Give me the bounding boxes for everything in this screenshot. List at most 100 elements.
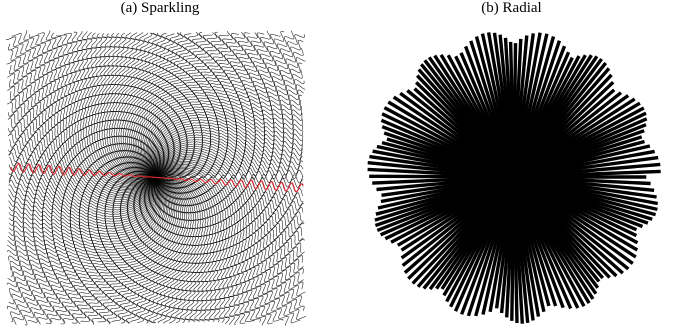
sparkling-line <box>154 39 304 178</box>
radial-stroke <box>513 169 661 179</box>
sparkling-line <box>111 33 156 178</box>
sparkling-line <box>154 176 261 323</box>
panel-sparkling: (a) Sparkling <box>0 0 320 328</box>
sparkling-line <box>9 176 156 322</box>
sparkling-highlight <box>10 162 304 193</box>
sparkling-line <box>50 176 156 323</box>
sparkling-line <box>154 138 304 178</box>
sparkling-line <box>8 176 156 262</box>
sparkling-line <box>154 176 306 320</box>
sparkling-line <box>8 176 156 217</box>
sparkling-line <box>154 176 304 290</box>
sparkling-line <box>154 128 304 178</box>
sparkling-line <box>130 32 156 178</box>
sparkling-line <box>8 176 156 212</box>
sparkling-line <box>5 36 156 178</box>
sparkling-line <box>28 34 156 178</box>
sparkling-line <box>154 176 186 323</box>
sparkling-line <box>7 114 156 178</box>
sparkling-line <box>81 31 156 178</box>
sparkling-line <box>154 32 170 178</box>
sparkling-line <box>154 33 192 178</box>
sparkling-line <box>154 176 240 326</box>
sparkling-line <box>7 86 156 178</box>
sparkling-line <box>154 176 181 324</box>
sparkling-line <box>125 32 156 178</box>
sparkling-line <box>154 32 258 178</box>
sparkling-line <box>9 133 156 178</box>
sparkling-line <box>9 139 156 178</box>
sparkling-diagram <box>5 30 306 326</box>
sparkling-line <box>9 176 156 271</box>
sparkling-line <box>154 94 303 178</box>
sparkling-line <box>154 176 235 326</box>
sparkling-line <box>8 176 156 202</box>
sparkling-line <box>7 176 156 256</box>
sparkling-line <box>154 32 250 178</box>
radial-diagram <box>367 32 661 324</box>
sparkling-line <box>154 31 222 178</box>
sparkling-line <box>154 34 214 178</box>
sparkling-line <box>7 176 156 246</box>
caption-radial: (b) Radial <box>481 0 542 16</box>
radial-lines <box>367 32 661 324</box>
sparkling-line <box>154 33 175 178</box>
sparkling-line <box>154 33 199 178</box>
sparkling-line <box>154 177 167 324</box>
sparkling-line <box>154 124 304 178</box>
sparkling-line <box>130 176 156 323</box>
sparkling-line <box>154 100 302 178</box>
sparkling-line <box>9 156 156 178</box>
sparkling-line <box>154 47 304 178</box>
sparkling-line <box>7 176 156 251</box>
sparkling-line <box>120 32 156 178</box>
sparkling-line <box>8 176 156 198</box>
sparkling-line <box>154 176 210 322</box>
sparkling-line <box>154 176 304 226</box>
sparkling-line <box>102 176 156 325</box>
caption-sparkling: (a) Sparkling <box>120 0 200 16</box>
sparkling-line <box>154 176 302 253</box>
sparkling-line <box>154 133 304 178</box>
sparkling-line <box>6 176 156 310</box>
sparkling-line <box>135 176 156 324</box>
sparkling-line <box>71 176 156 324</box>
sparkling-line <box>154 176 305 230</box>
sparkling-line <box>154 176 176 324</box>
sparkling-line <box>134 32 156 178</box>
sparkling-line <box>117 176 156 324</box>
sparkling-line <box>8 176 156 241</box>
sparkling-line <box>154 176 303 263</box>
sparkling-line <box>23 30 156 178</box>
sparkling-line <box>154 62 303 178</box>
sparkling-line <box>154 32 218 178</box>
sparkling-line <box>23 176 156 326</box>
sparkling-line <box>13 176 156 325</box>
sparkling-line <box>154 176 301 324</box>
sparkling-line <box>154 176 305 245</box>
sparkling-line <box>154 176 225 324</box>
sparkling-line <box>154 176 305 311</box>
sparkling-line <box>45 176 156 325</box>
sparkling-line <box>155 169 304 180</box>
sparkling-line <box>116 32 156 178</box>
sparkling-line <box>154 84 306 178</box>
sparkling-line <box>154 30 271 178</box>
sparkling-line <box>9 65 156 178</box>
sparkling-line <box>87 176 156 325</box>
sparkling-line <box>8 110 156 178</box>
sparkling-line <box>8 166 155 178</box>
sparkling-line <box>154 69 303 178</box>
sparkling-line <box>154 147 303 178</box>
sparkling-line <box>154 32 166 177</box>
sparkling-line <box>154 176 215 322</box>
sparkling-line <box>7 73 156 178</box>
sparkling-line <box>76 30 156 178</box>
sparkling-line <box>8 176 156 193</box>
sparkling-line <box>10 50 156 178</box>
sparkling-line <box>6 176 156 288</box>
sparkling-line <box>154 176 302 306</box>
sparkling-line <box>80 176 156 322</box>
sparkling-line <box>154 31 203 178</box>
sparkling-line <box>154 79 305 178</box>
